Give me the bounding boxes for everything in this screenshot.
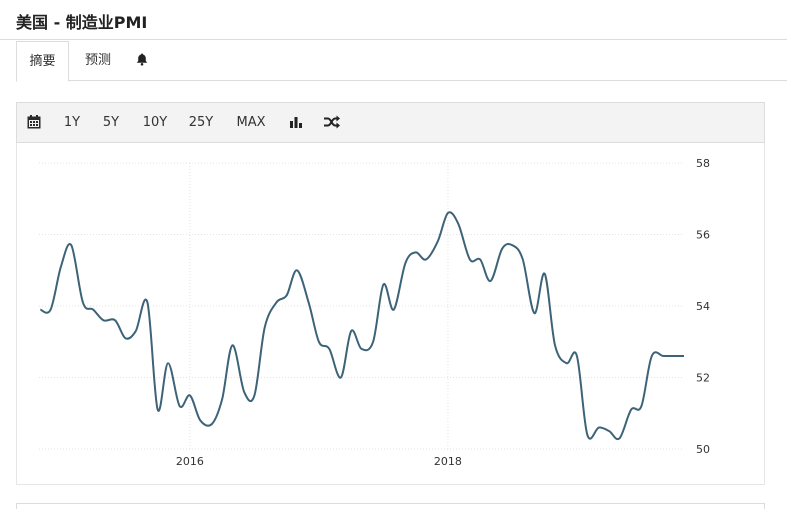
- chart-toolbar: 1Y 5Y 10Y 25Y MAX: [16, 102, 765, 143]
- x-tick-label: 2018: [434, 455, 462, 468]
- tab-forecast[interactable]: 预测: [84, 53, 111, 68]
- bell-icon: [136, 53, 148, 66]
- y-tick-label: 56: [696, 229, 710, 242]
- axis-ticks: 50 52 54 56 58 2016 2018: [176, 157, 710, 468]
- next-panel-edge: [16, 503, 765, 509]
- range-10y-button[interactable]: 10Y: [142, 115, 168, 130]
- y-tick-label: 52: [696, 372, 710, 385]
- calendar-button[interactable]: [23, 103, 45, 142]
- grid-lines: [39, 162, 684, 450]
- x-tick-label: 2016: [176, 455, 204, 468]
- title-bar: 美国 - 制造业PMI: [0, 0, 787, 40]
- tab-bar: 摘要 预测: [16, 41, 787, 82]
- y-tick-label: 50: [696, 443, 710, 456]
- chart-panel: 50 52 54 56 58 2016 2018: [16, 143, 765, 485]
- bar-chart-button[interactable]: [285, 103, 307, 142]
- y-tick-label: 54: [696, 300, 710, 313]
- series-layer: [39, 211, 684, 441]
- range-1y-button[interactable]: 1Y: [63, 115, 81, 130]
- page-title: 美国 - 制造业PMI: [16, 13, 148, 32]
- range-5y-button[interactable]: 5Y: [102, 115, 120, 130]
- y-tick-label: 58: [696, 157, 710, 170]
- calendar-icon: [27, 115, 41, 129]
- tab-summary[interactable]: 摘要: [16, 41, 69, 82]
- pmi-line-chart: 50 52 54 56 58 2016 2018: [39, 157, 710, 468]
- series-line: [39, 211, 684, 441]
- compare-button[interactable]: [321, 103, 343, 142]
- bar-chart-icon: [290, 117, 302, 128]
- tab-alerts[interactable]: [128, 41, 158, 81]
- range-25y-button[interactable]: 25Y: [188, 115, 214, 130]
- range-max-button[interactable]: MAX: [236, 115, 266, 130]
- shuffle-icon: [324, 115, 340, 129]
